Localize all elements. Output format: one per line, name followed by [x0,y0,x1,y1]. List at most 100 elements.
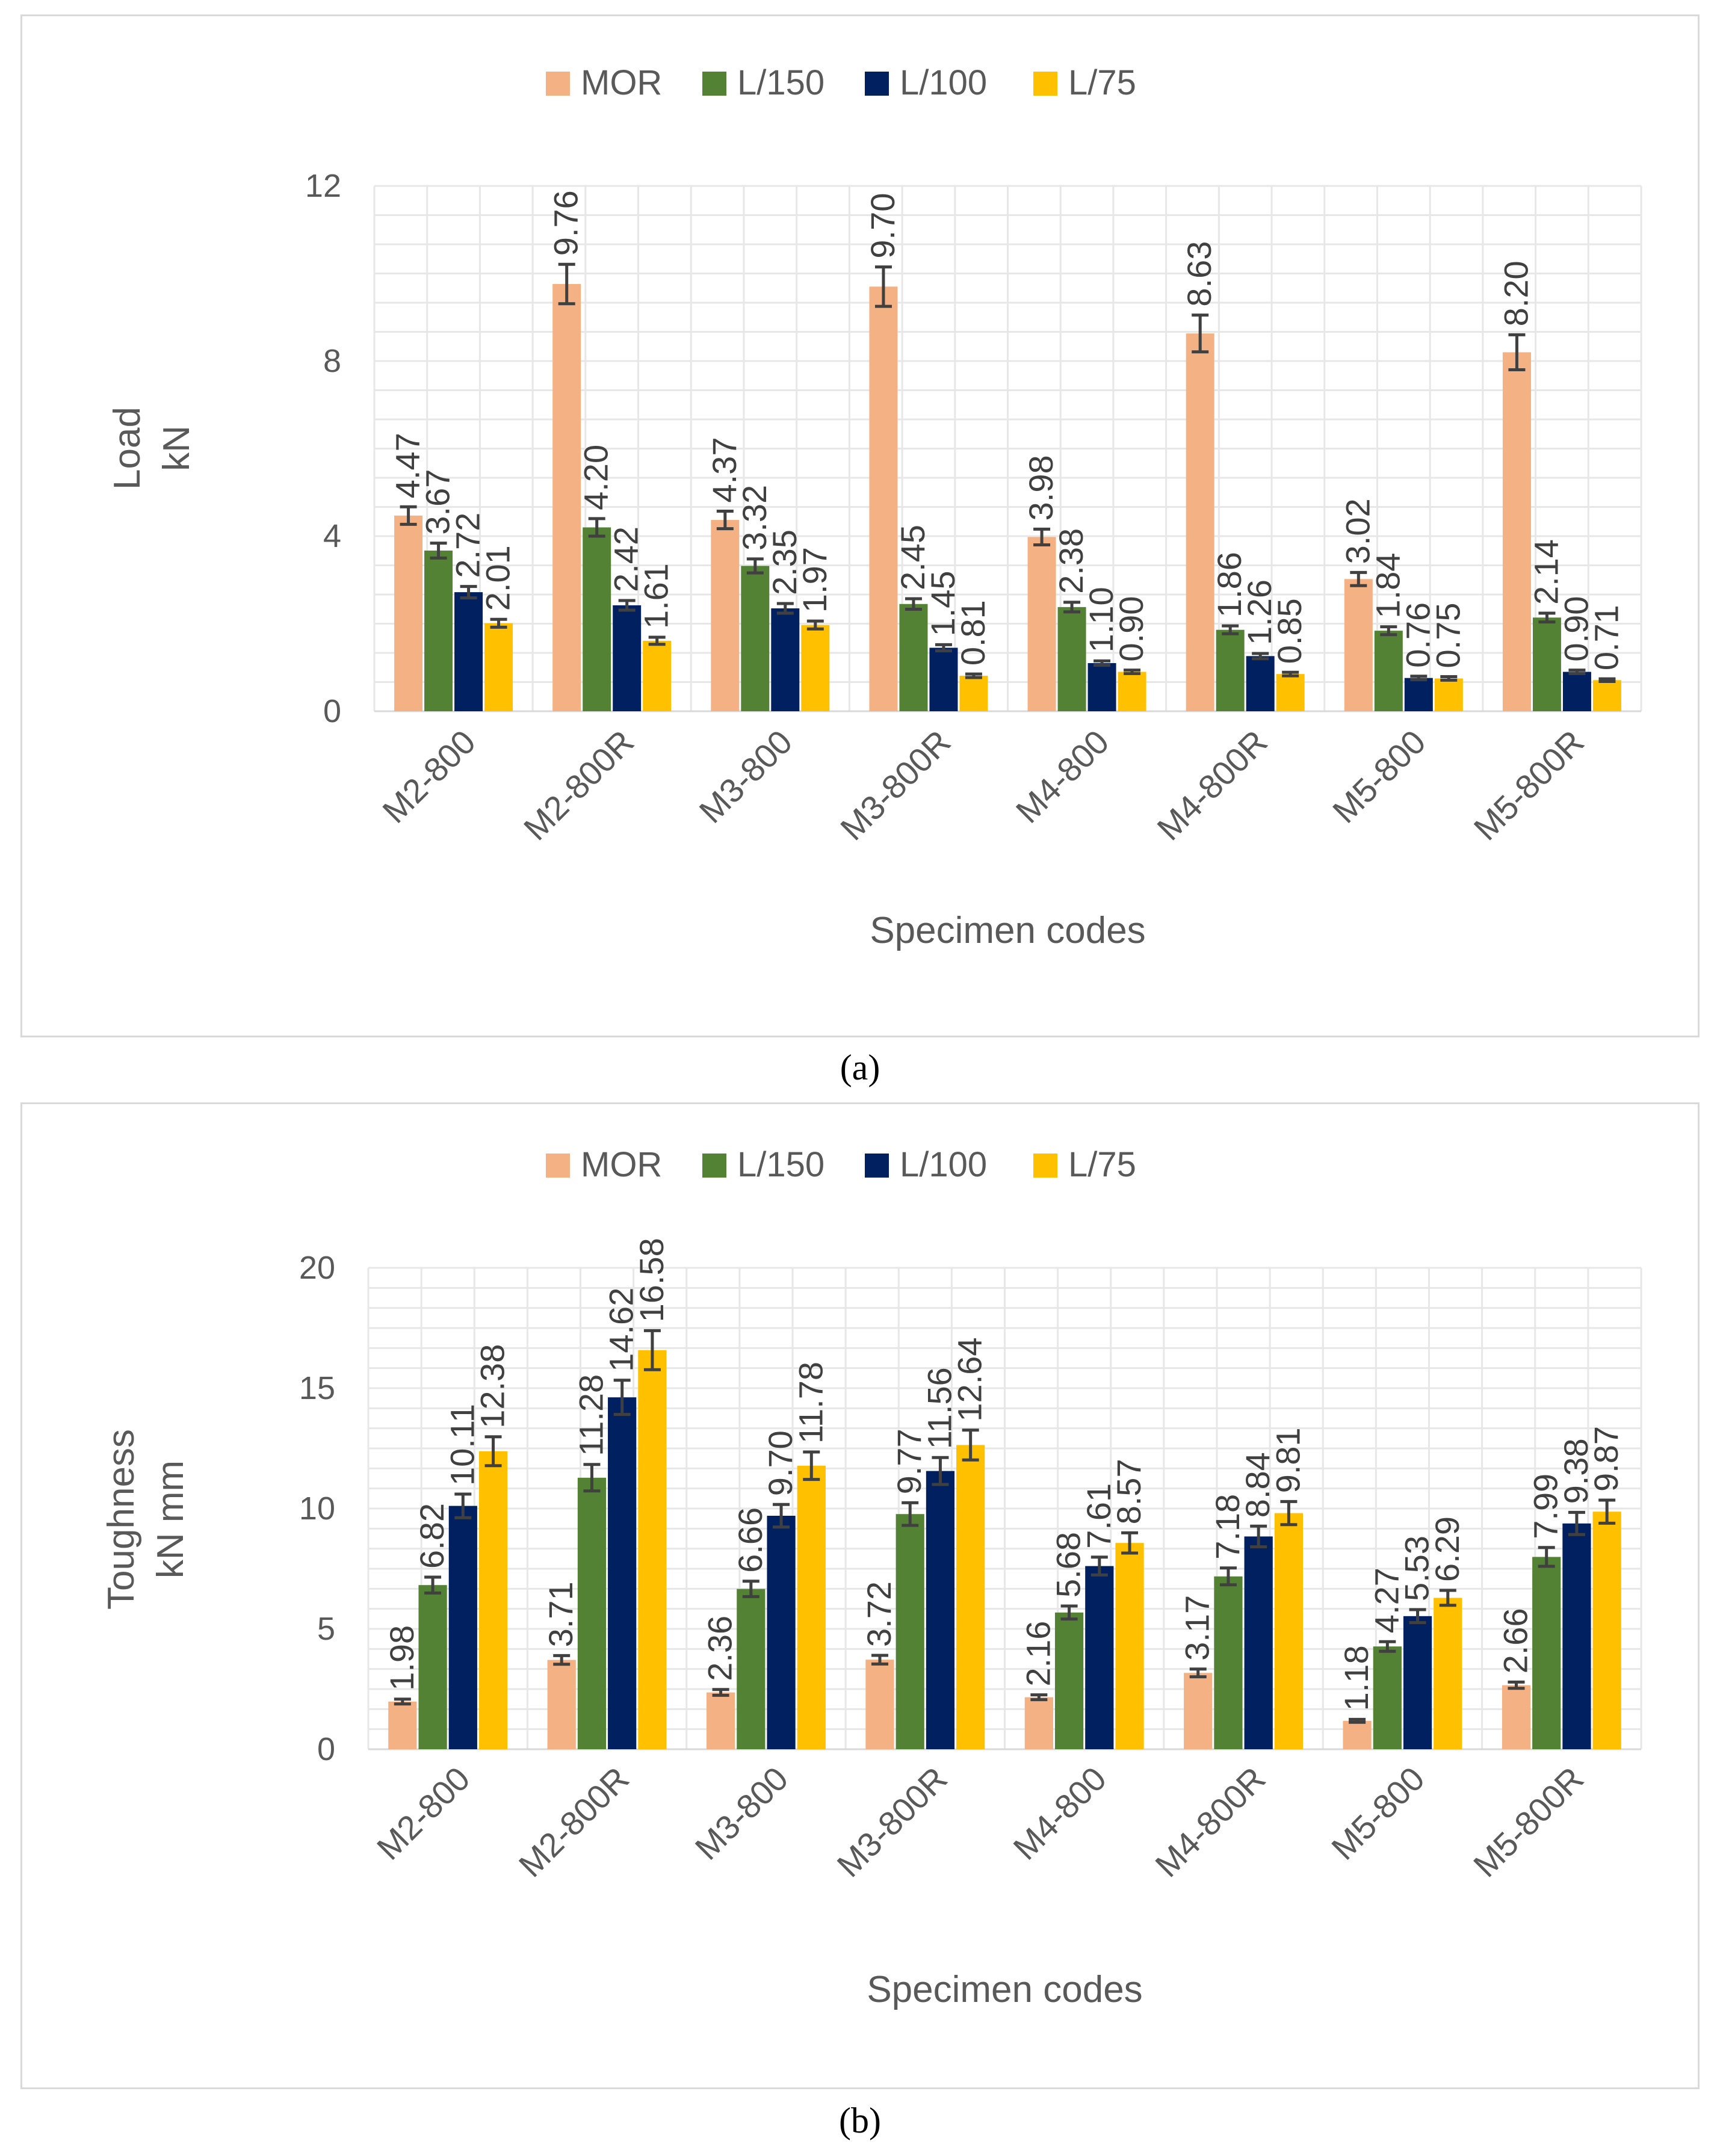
legend-label: L/150 [737,63,824,102]
data-label: 11.28 [572,1374,610,1456]
x-axis-title: Specimen codes [867,1969,1142,2010]
bar [1276,674,1305,711]
data-label: 2.16 [1019,1621,1057,1687]
bar [424,551,453,711]
bar [484,623,513,711]
data-label: 11.78 [791,1362,829,1444]
bar [394,515,423,711]
data-label: 2.72 [449,513,487,578]
caption-b-text: (b) [839,2101,881,2140]
bar [1374,631,1403,711]
bar [448,1506,477,1749]
bar [711,520,740,711]
data-label: 1.97 [796,547,834,613]
category-label: M3-800R [833,723,957,847]
data-label: 3.02 [1338,498,1376,564]
data-label: 4.20 [577,445,615,510]
data-label: 7.99 [1527,1474,1565,1539]
bar [869,286,898,711]
bar [1592,1512,1621,1749]
data-label: 1.18 [1337,1645,1375,1711]
data-label: 9.77 [890,1429,928,1494]
bar [454,592,483,711]
data-label: 8.20 [1497,261,1535,326]
bar [1434,1598,1462,1749]
bar [1502,1685,1531,1749]
data-label: 7.18 [1208,1494,1246,1560]
bar [801,625,830,711]
data-label: 1.86 [1210,552,1248,617]
data-label: 8.63 [1180,241,1218,307]
data-label: 12.38 [474,1344,512,1429]
bar [797,1465,826,1749]
bar [1216,629,1245,711]
legend-label: L/75 [1068,63,1136,102]
bar [1244,1536,1273,1749]
data-label: 2.36 [701,1616,739,1681]
bar [899,604,928,711]
data-label: 12.64 [951,1337,989,1421]
bar [1118,672,1146,711]
data-label: 2.38 [1052,528,1090,594]
category-label: M2-800 [370,1759,477,1867]
data-label: 9.87 [1587,1426,1625,1492]
data-label: 3.72 [860,1581,898,1647]
data-label: 1.26 [1240,579,1278,645]
data-label: 3.98 [1022,455,1060,520]
data-label: 9.38 [1557,1438,1595,1504]
y-axis-title: Load kN [107,407,197,490]
y-tick-label: 10 [299,1490,335,1527]
y-tick-label: 0 [317,1731,335,1767]
category-label: M2-800 [375,723,483,830]
bar [1115,1543,1144,1749]
data-label: 8.84 [1239,1452,1276,1518]
y-axis-title-line: kN mm [150,1460,191,1578]
y-axis-title-line: kN [156,425,197,471]
category-label: M5-800R [1467,723,1591,847]
legend-label: L/75 [1068,1145,1136,1184]
data-label: 14.62 [602,1288,640,1372]
y-tick-label: 0 [323,693,341,729]
data-label: 6.66 [731,1507,769,1573]
data-label: 3.32 [735,485,773,551]
y-tick-label: 4 [323,518,341,554]
data-label: 0.90 [1112,596,1150,662]
data-label: 0.76 [1399,602,1437,668]
bar [1403,1616,1432,1749]
bar [767,1516,796,1749]
legend-swatch [702,72,726,96]
data-label: 9.70 [761,1430,799,1496]
y-tick-label: 20 [299,1250,335,1286]
data-label: 16.58 [633,1238,670,1322]
y-tick-label: 12 [305,168,341,204]
category-label: M4-800 [1009,723,1116,830]
data-label: 0.90 [1557,596,1595,662]
bar [706,1692,735,1749]
bar [1404,678,1433,711]
legend-swatch [702,1154,726,1178]
bar [577,1477,607,1749]
bar [1562,1523,1591,1749]
caption-a-text: (a) [840,1048,880,1087]
bar [547,1660,576,1749]
bar [388,1701,417,1749]
bar [1184,1673,1213,1749]
chart-panel-toughness: 0 5 10 15 20 Toughness kN mm Specimen codes MOR L… [20,1102,1700,2089]
legend-label: L/100 [900,63,987,102]
figure-caption-a: (a) [0,1047,1720,1089]
data-label: 5.68 [1050,1532,1087,1598]
bar [643,640,672,711]
y-axis-title-line: Toughness [101,1429,142,1610]
bar [1532,1557,1561,1749]
data-label: 8.57 [1110,1459,1148,1524]
data-label: 6.82 [413,1503,451,1569]
data-label: 2.45 [894,525,932,590]
data-label: 4.27 [1367,1568,1405,1633]
data-label: 0.71 [1587,605,1625,670]
category-label: M5-800R [1466,1759,1591,1884]
legend-label: MOR [581,1145,662,1184]
data-label: 3.67 [419,469,457,535]
legend-swatch [546,1154,570,1178]
bar [552,283,581,712]
bar [1532,617,1561,711]
